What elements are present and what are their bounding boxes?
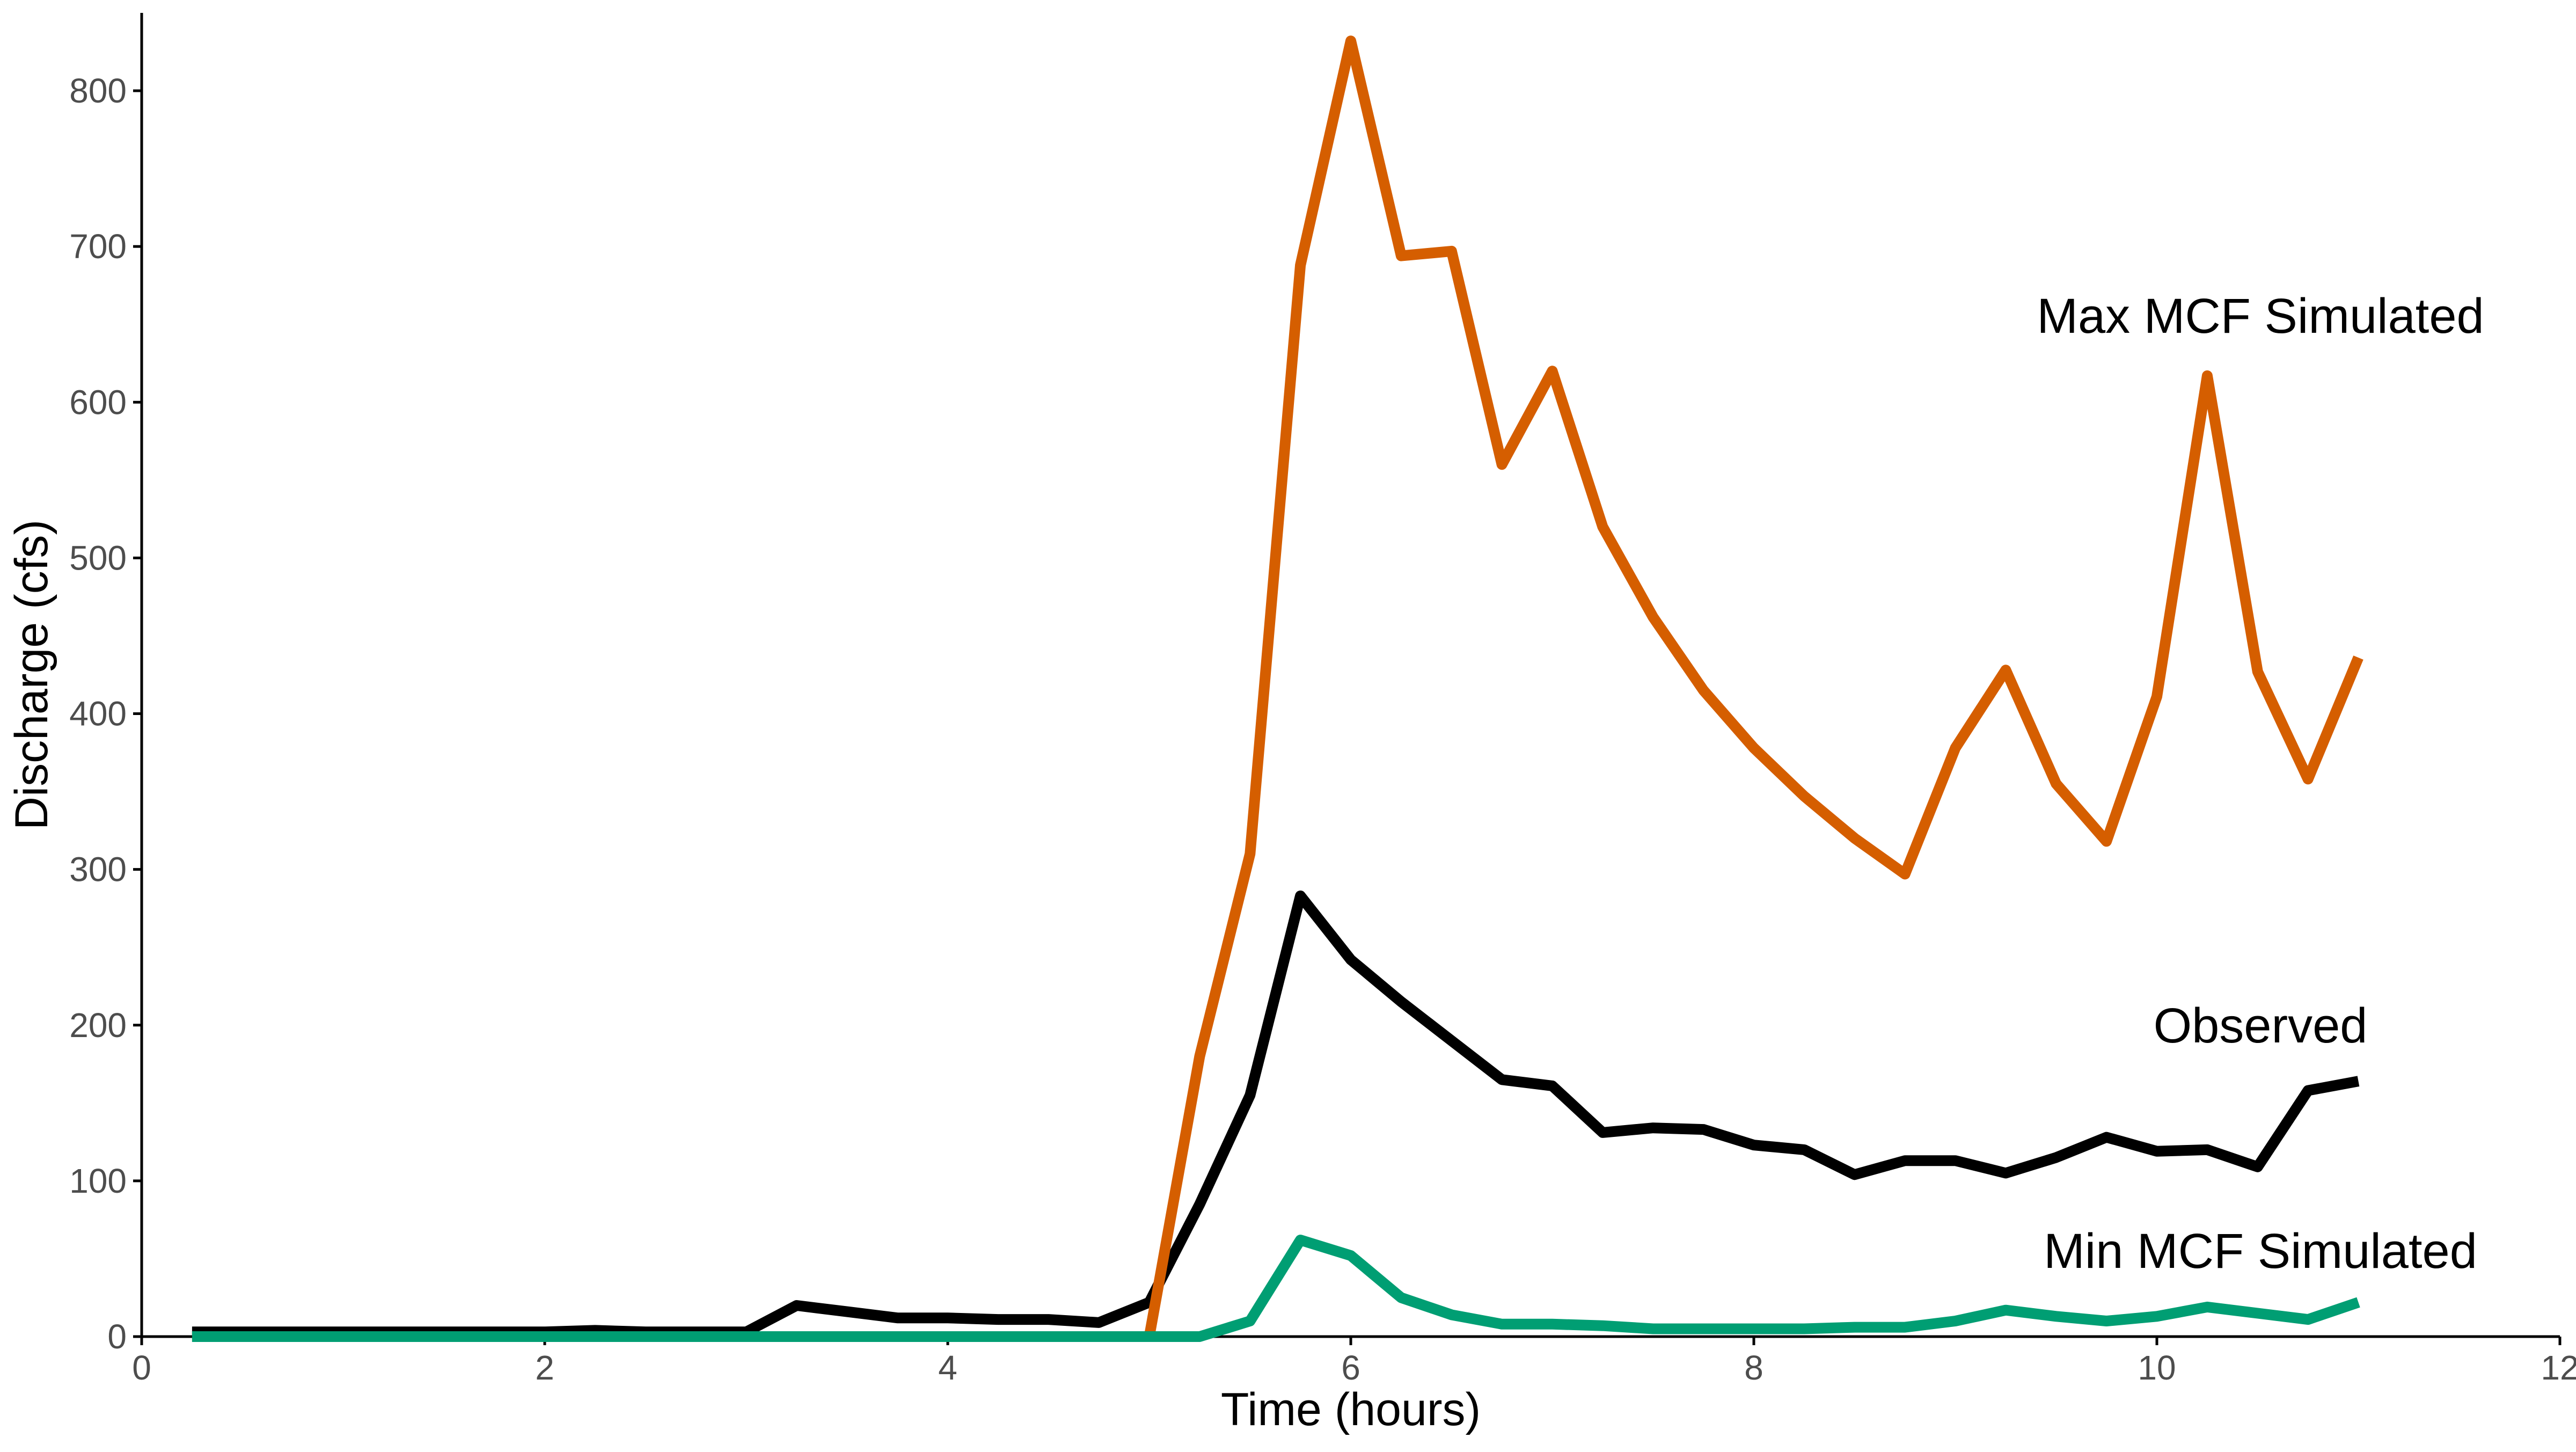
y-tick-label: 600 — [69, 383, 127, 421]
y-tick-label: 500 — [69, 538, 127, 577]
x-axis-ticks: 0 2 4 6 8 10 12 — [132, 1337, 2576, 1387]
series-label-min-mcf-simulated: Min MCF Simulated — [2044, 1224, 2477, 1279]
x-tick-label: 6 — [1341, 1348, 1360, 1387]
series-labels: Observed Max MCF Simulated Min MCF Simulat… — [2037, 289, 2484, 1279]
series-line-observed — [192, 891, 2360, 1338]
series-lines — [192, 35, 2363, 1342]
y-tick-label: 0 — [107, 1317, 127, 1356]
x-axis-title: Time (hours) — [1221, 1384, 1481, 1435]
series-line-min-mcf-simulated — [192, 1235, 2360, 1342]
y-axis-title: Discharge (cfs) — [6, 520, 57, 830]
x-tick-label: 2 — [535, 1348, 554, 1387]
x-tick-label: 4 — [938, 1348, 957, 1387]
y-axis-ticks: 0 100 200 300 400 500 600 700 800 — [69, 71, 142, 1356]
axes — [140, 13, 2560, 1338]
series-label-max-mcf-simulated: Max MCF Simulated — [2037, 289, 2484, 344]
y-tick-label: 400 — [69, 695, 127, 733]
y-tick-label: 200 — [69, 1006, 127, 1045]
series-label-observed: Observed — [2154, 998, 2368, 1053]
x-tick-label: 0 — [132, 1348, 151, 1387]
y-tick-label: 100 — [69, 1162, 127, 1200]
y-tick-label: 800 — [69, 71, 127, 110]
y-tick-label: 300 — [69, 850, 127, 889]
x-tick-label: 10 — [2138, 1348, 2176, 1387]
y-tick-label: 700 — [69, 227, 127, 266]
x-tick-label: 8 — [1744, 1348, 1763, 1387]
series-line-max-mcf-simulated — [192, 35, 2363, 1342]
x-tick-label: 12 — [2541, 1348, 2576, 1387]
